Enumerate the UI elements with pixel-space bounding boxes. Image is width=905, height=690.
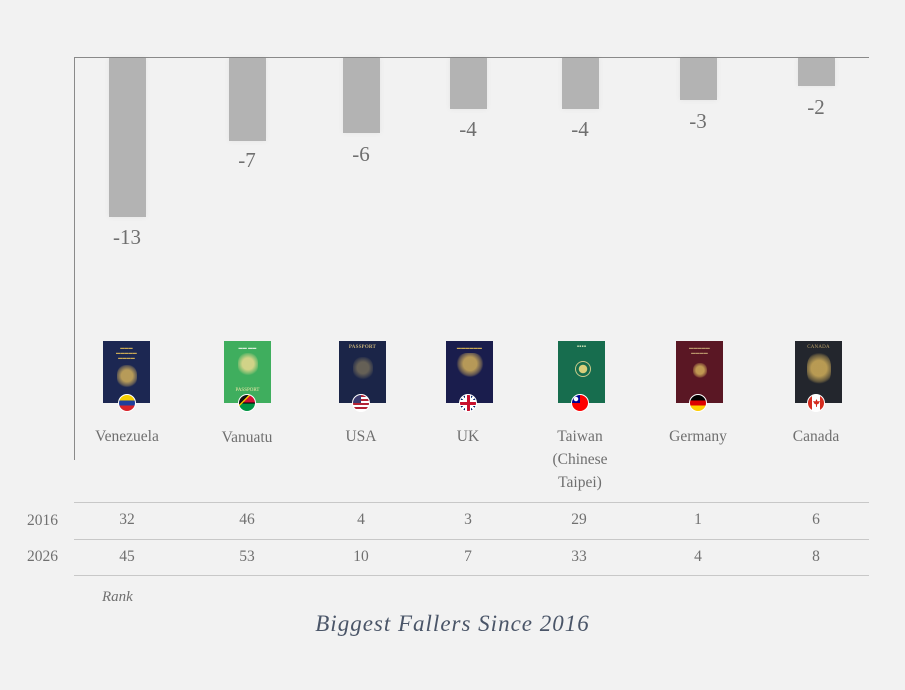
country-label-line: (Chinese <box>552 451 608 468</box>
coat-of-arms-icon <box>806 353 831 387</box>
bar-value-usa: -6 <box>352 142 370 166</box>
rank-2016-canada: 6 <box>812 511 820 528</box>
rank-label: Rank <box>102 589 133 605</box>
row-label-2016: 2016 <box>27 512 58 529</box>
coat-of-arms-icon <box>237 353 258 377</box>
bar-taiwan <box>562 58 599 109</box>
table-divider <box>74 502 869 503</box>
table-divider <box>74 575 869 576</box>
canada-flag-icon <box>807 394 825 412</box>
country-label-line: Taiwan <box>557 428 603 445</box>
country-label-vanuatu: Vanuatu <box>221 429 273 446</box>
country-label-germany: Germany <box>669 428 727 445</box>
rank-2016-venezuela: 32 <box>119 511 135 528</box>
eagle-emblem-icon <box>692 363 707 379</box>
rank-2026-usa: 10 <box>353 548 369 565</box>
rank-2026-uk: 7 <box>464 548 472 565</box>
passport-image-canada: CANADA <box>795 341 842 403</box>
rank-2026-taiwan: 33 <box>571 548 587 565</box>
rank-2016-usa: 4 <box>357 511 365 528</box>
left-axis-line <box>74 57 75 460</box>
bar-value-canada: -2 <box>807 95 825 119</box>
table-divider <box>74 539 869 540</box>
country-label-taiwan: Taiwan (Chinese Taipei) <box>525 425 635 494</box>
country-label-canada: Canada <box>792 428 840 445</box>
row-label-2026: 2026 <box>27 548 58 565</box>
passport-text: CANADA <box>807 345 830 350</box>
passport-image-taiwan: ▪▪▪▪ <box>558 341 605 403</box>
rank-2026-vanuatu: 53 <box>239 548 255 565</box>
coat-of-arms-icon <box>116 365 137 389</box>
passport-image-vanuatu: ▬▬ ▬▬ PASSPORT <box>224 341 271 403</box>
chart-title: Biggest Fallers Since 2016 <box>315 611 590 636</box>
passport-image-germany: ▬▬▬▬▬ ▬▬▬▬ <box>676 341 723 403</box>
rank-2026-venezuela: 45 <box>119 548 135 565</box>
sun-emblem-icon <box>574 361 591 377</box>
rank-2016-uk: 3 <box>464 511 472 528</box>
top-axis-line <box>74 57 869 58</box>
bar-value-germany: -3 <box>689 109 707 133</box>
bar-germany <box>680 58 717 100</box>
passport-image-venezuela: ▬▬▬ ▬▬▬▬▬ ▬▬▬▬ <box>103 341 150 403</box>
maple-leaf-icon <box>813 399 820 407</box>
bar-uk <box>450 58 487 109</box>
country-label-venezuela: Venezuela <box>95 428 159 445</box>
passport-text: PASSPORT <box>348 345 377 350</box>
passport-text: PASSPORT <box>235 388 260 393</box>
country-label-uk: UK <box>456 428 480 445</box>
country-label-line: Taipei) <box>558 474 602 491</box>
country-label-usa: USA <box>345 428 377 445</box>
bar-value-uk: -4 <box>459 117 477 141</box>
bar-value-venezuela: -13 <box>113 225 141 249</box>
rank-2026-germany: 4 <box>694 548 702 565</box>
passport-image-uk: ▬▬▬▬▬▬ <box>446 341 493 403</box>
passport-image-usa: PASSPORT <box>339 341 386 403</box>
rank-2026-canada: 8 <box>812 548 820 565</box>
germany-flag-icon <box>689 394 707 412</box>
rank-2016-vanuatu: 46 <box>239 511 255 528</box>
bar-canada <box>798 58 835 86</box>
rank-2016-germany: 1 <box>694 511 702 528</box>
usa-flag-icon <box>352 394 370 412</box>
bar-usa <box>343 58 380 133</box>
bar-venezuela <box>109 58 146 217</box>
bar-value-vanuatu: -7 <box>238 148 256 172</box>
vanuatu-flag-icon <box>238 394 256 412</box>
uk-flag-icon <box>459 394 477 412</box>
royal-coat-of-arms-icon <box>455 353 484 377</box>
rank-2016-taiwan: 29 <box>571 511 587 528</box>
eagle-seal-icon <box>352 357 373 381</box>
bar-value-taiwan: -4 <box>571 117 589 141</box>
bar-vanuatu <box>229 58 266 141</box>
taiwan-flag-icon <box>571 394 589 412</box>
venezuela-flag-icon <box>118 394 136 412</box>
